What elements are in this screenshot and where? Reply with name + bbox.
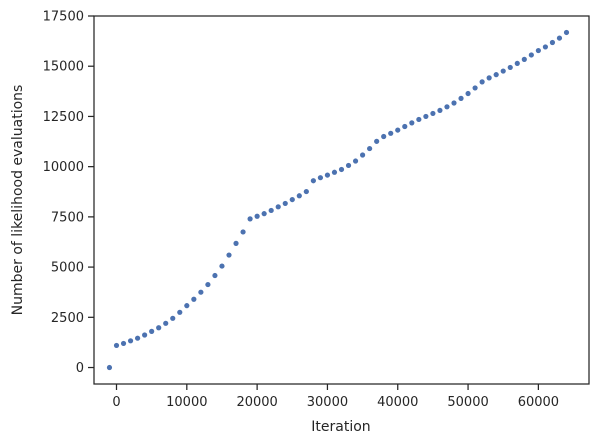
data-point (317, 175, 324, 181)
data-point (556, 35, 563, 41)
data-point (296, 193, 302, 199)
data-point (163, 320, 169, 326)
data-point (191, 296, 197, 302)
data-point (331, 169, 338, 175)
data-point (549, 39, 556, 46)
data-point (303, 188, 309, 195)
data-point (367, 145, 373, 152)
data-point (156, 325, 162, 331)
x-tick-label: 0 (112, 395, 120, 410)
data-point (416, 116, 422, 123)
data-point (395, 127, 401, 133)
data-points (106, 29, 570, 371)
data-point (134, 335, 141, 341)
data-point (451, 100, 457, 106)
x-axis: 0 10000 20000 30000 40000 50000 60000 (112, 384, 559, 410)
data-point (381, 133, 387, 140)
data-point (465, 90, 471, 97)
data-point (388, 130, 394, 136)
x-tick-label: 20000 (236, 395, 277, 410)
data-point (409, 120, 415, 126)
data-point (514, 60, 520, 67)
data-point (177, 309, 183, 315)
y-tick-label: 15000 (43, 60, 84, 75)
data-point (493, 72, 499, 78)
data-point (528, 52, 534, 58)
data-point (219, 263, 225, 269)
y-tick-label: 0 (76, 361, 84, 376)
y-axis-label: Number of likelihood evaluations (10, 85, 26, 316)
data-point (247, 216, 253, 222)
data-point (374, 138, 380, 144)
data-point (254, 213, 260, 219)
data-point (479, 79, 485, 85)
y-tick-label: 7500 (51, 210, 84, 225)
data-point (345, 162, 352, 169)
data-point (535, 47, 541, 54)
data-point (338, 166, 345, 173)
x-tick-label: 40000 (377, 395, 418, 410)
y-tick-label: 12500 (43, 110, 84, 125)
data-point (149, 328, 155, 334)
x-axis-label: Iteration (311, 419, 370, 435)
data-point (444, 104, 450, 110)
data-point (106, 364, 113, 371)
data-point (184, 303, 190, 309)
data-point (127, 338, 134, 344)
data-point (563, 29, 570, 36)
y-tick-label: 10000 (43, 160, 84, 175)
data-point (205, 281, 211, 288)
data-point (507, 64, 513, 71)
data-point (142, 332, 148, 338)
data-point (226, 252, 232, 258)
x-tick-label: 30000 (307, 395, 348, 410)
data-point (310, 178, 316, 184)
data-point (120, 340, 127, 347)
y-tick-label: 2500 (51, 311, 84, 326)
data-point (486, 75, 492, 81)
data-point (352, 158, 359, 164)
data-point (402, 123, 408, 130)
data-point (289, 196, 295, 203)
y-axis: 0 2500 5000 7500 10000 12500 15000 17500 (43, 10, 94, 376)
data-point (212, 272, 218, 279)
data-point (170, 315, 176, 321)
y-tick-label: 5000 (51, 261, 84, 276)
data-point (430, 110, 436, 117)
data-point (359, 152, 366, 158)
data-point (233, 240, 239, 246)
data-point (240, 229, 246, 235)
data-point (542, 44, 549, 50)
data-point (261, 211, 267, 217)
x-tick-label: 10000 (166, 395, 207, 410)
data-point (198, 289, 204, 295)
x-tick-label: 50000 (447, 395, 488, 410)
y-tick-label: 17500 (43, 10, 84, 25)
data-point (472, 85, 478, 91)
data-point (113, 342, 120, 349)
x-tick-label: 60000 (518, 395, 559, 410)
data-point (324, 172, 331, 178)
data-point (458, 95, 464, 101)
data-point (268, 207, 274, 214)
data-point (437, 107, 443, 114)
data-point (500, 68, 506, 74)
plot-area (93, 15, 590, 385)
data-point (282, 200, 288, 207)
data-point (521, 56, 527, 62)
data-point (423, 113, 429, 120)
data-point (275, 204, 281, 210)
